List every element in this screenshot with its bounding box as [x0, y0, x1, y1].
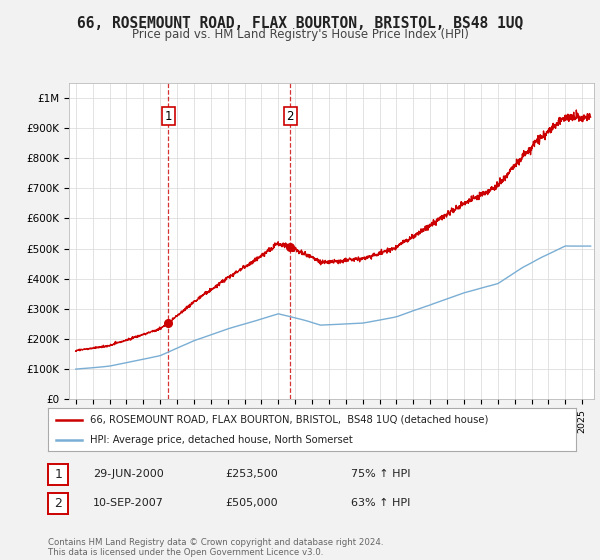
Text: 66, ROSEMOUNT ROAD, FLAX BOURTON, BRISTOL,  BS48 1UQ (detached house): 66, ROSEMOUNT ROAD, FLAX BOURTON, BRISTO… — [90, 415, 488, 424]
Text: 66, ROSEMOUNT ROAD, FLAX BOURTON, BRISTOL, BS48 1UQ: 66, ROSEMOUNT ROAD, FLAX BOURTON, BRISTO… — [77, 16, 523, 31]
Text: £505,000: £505,000 — [225, 498, 278, 508]
Text: Contains HM Land Registry data © Crown copyright and database right 2024.
This d: Contains HM Land Registry data © Crown c… — [48, 538, 383, 557]
Text: Price paid vs. HM Land Registry's House Price Index (HPI): Price paid vs. HM Land Registry's House … — [131, 28, 469, 41]
Text: 63% ↑ HPI: 63% ↑ HPI — [351, 498, 410, 508]
Text: 10-SEP-2007: 10-SEP-2007 — [93, 498, 164, 508]
Text: HPI: Average price, detached house, North Somerset: HPI: Average price, detached house, Nort… — [90, 435, 353, 445]
Text: £253,500: £253,500 — [225, 469, 278, 479]
Text: 29-JUN-2000: 29-JUN-2000 — [93, 469, 164, 479]
Text: 75% ↑ HPI: 75% ↑ HPI — [351, 469, 410, 479]
Text: 1: 1 — [54, 468, 62, 481]
Text: 1: 1 — [164, 110, 172, 123]
Text: 2: 2 — [54, 497, 62, 510]
Text: 2: 2 — [287, 110, 294, 123]
